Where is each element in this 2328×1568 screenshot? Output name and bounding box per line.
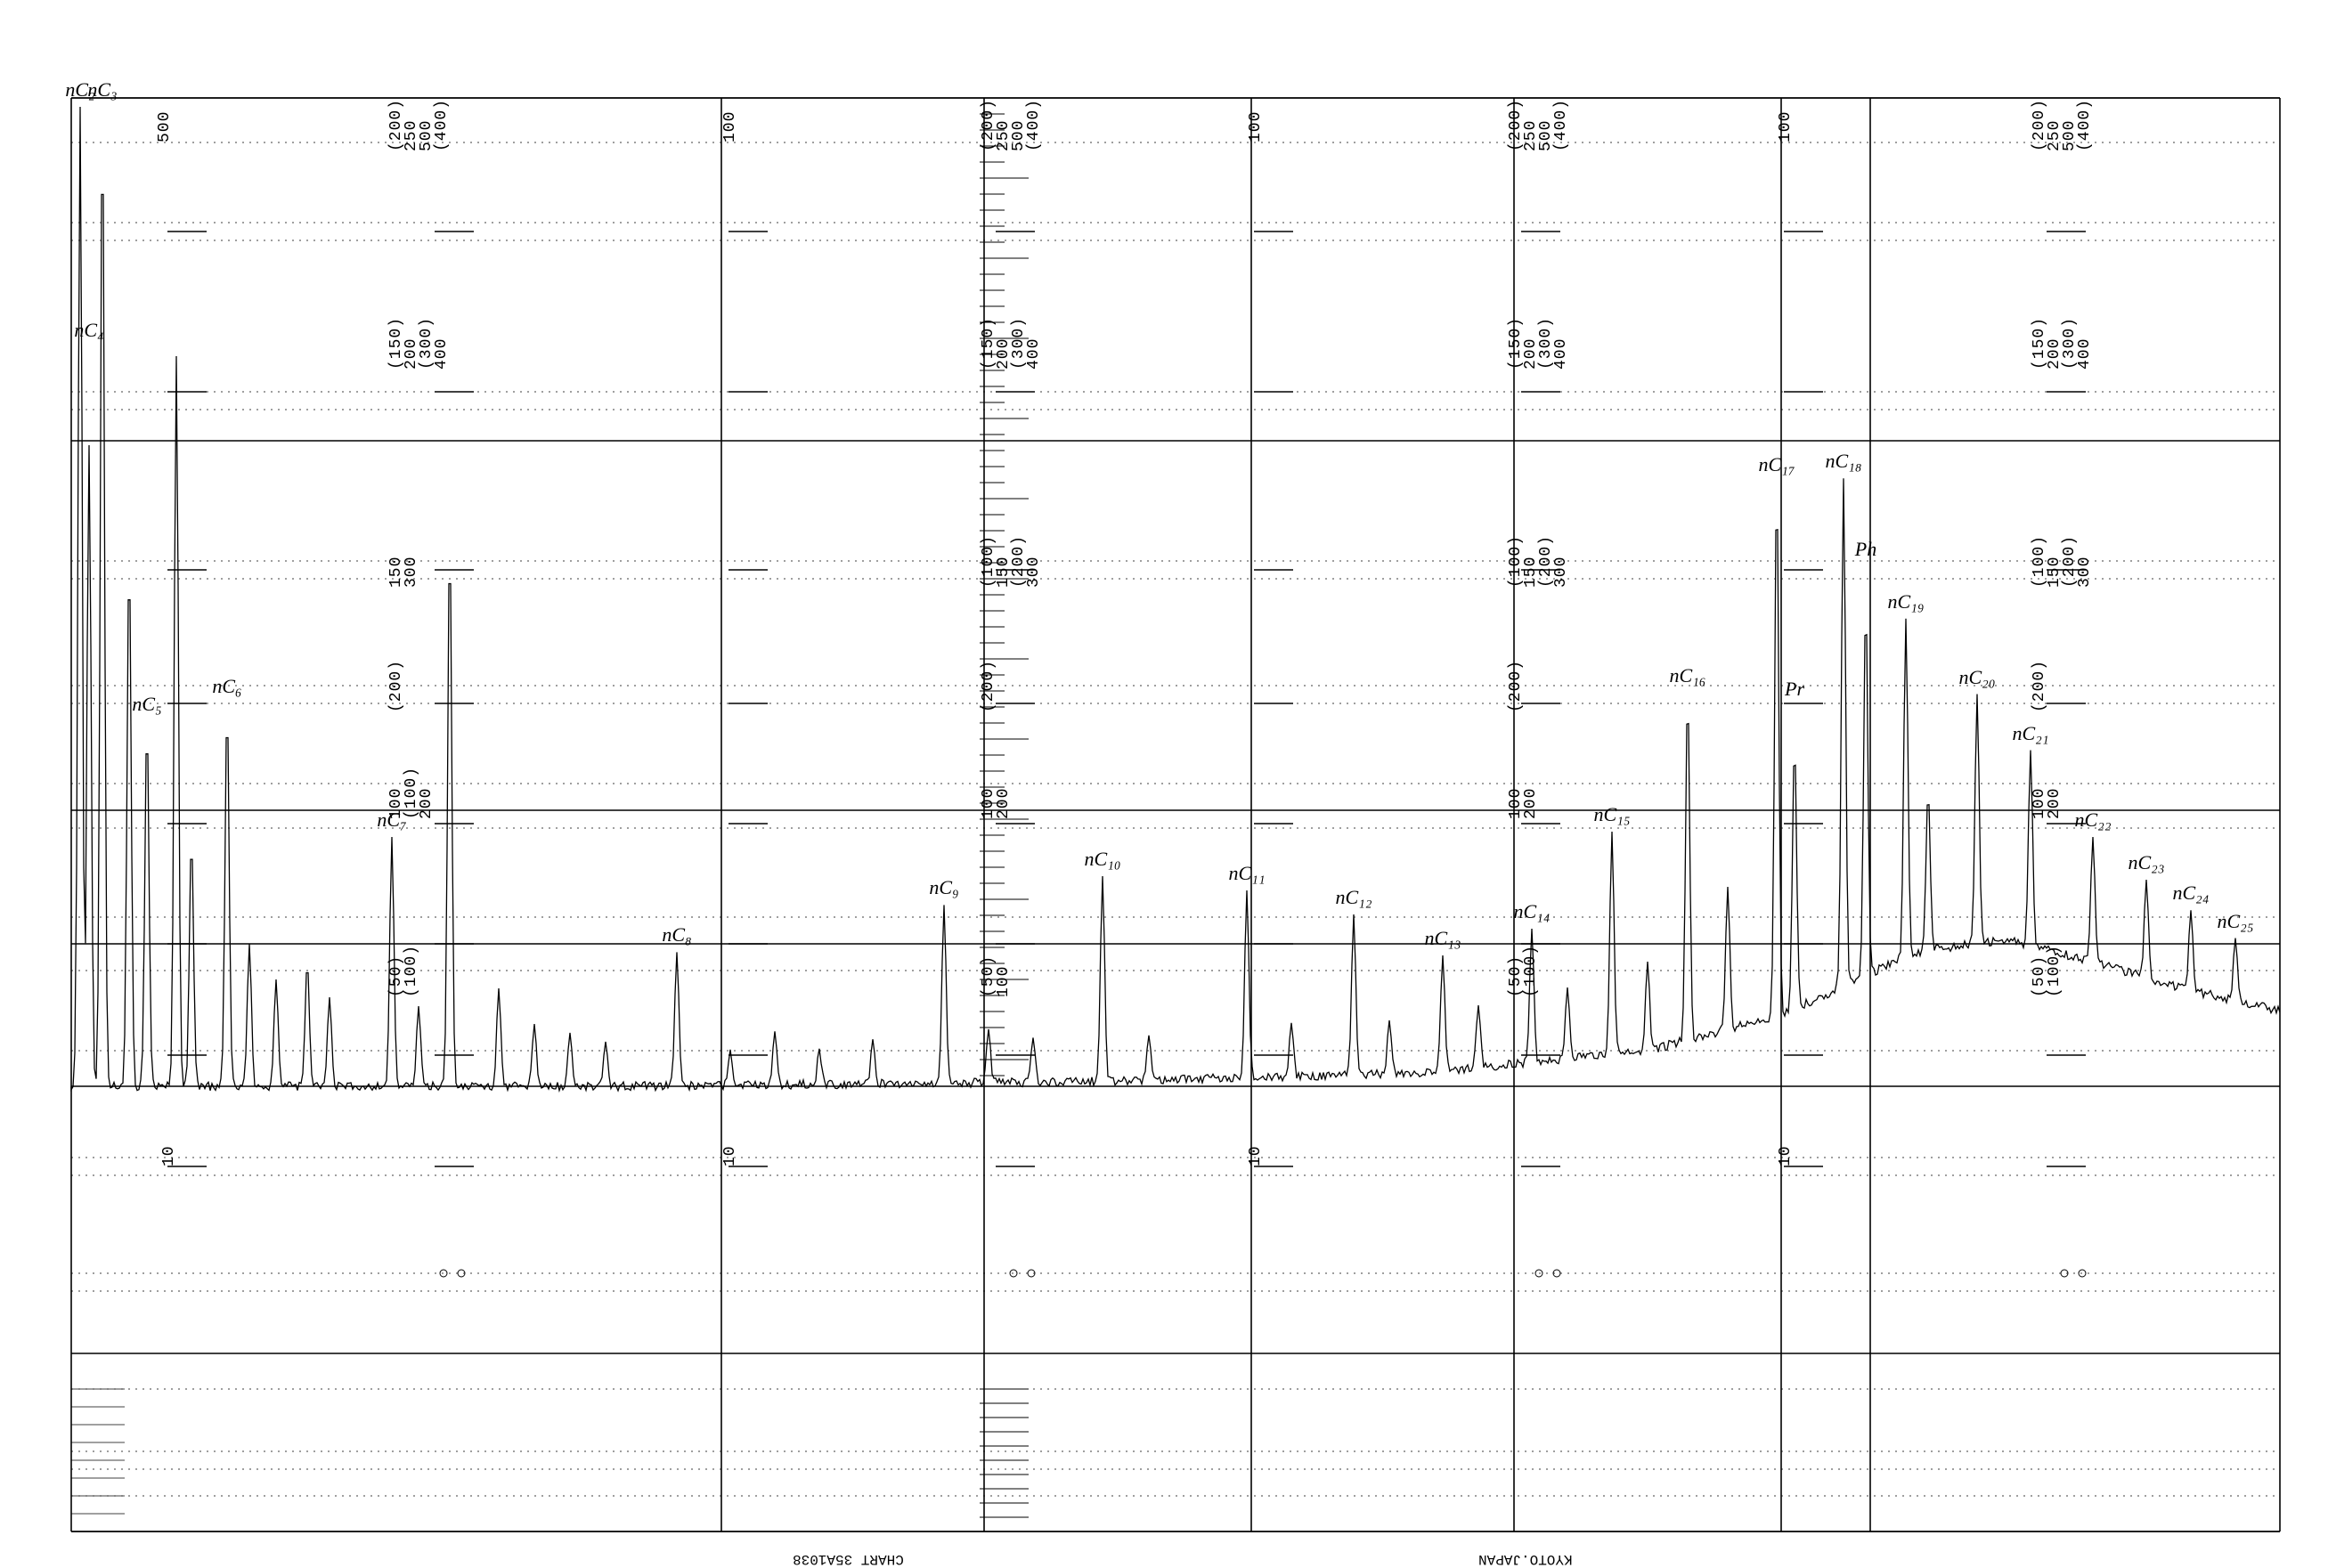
peak-label: nC₁₂: [1336, 886, 1372, 909]
axis-scale-value: 100: [995, 966, 1013, 997]
peak-label: Pr: [1785, 678, 1804, 701]
peak-label: nC₁₁: [1229, 862, 1266, 885]
axis-scale-value: 300: [1025, 557, 1043, 588]
peak-label: nC₁₆: [1670, 664, 1706, 687]
axis-scale-value: 400: [433, 338, 451, 370]
axis-scale-value: 200: [995, 788, 1013, 819]
axis-scale-value: 200: [1522, 788, 1540, 819]
peak-label: Ph: [1855, 538, 1876, 561]
chart-svg: [0, 0, 2328, 1562]
peak-label: nC₄: [74, 319, 103, 342]
peak-label: nC₂₃: [2129, 851, 2165, 874]
axis-scale-value: (400): [1025, 99, 1043, 151]
axis-scale-value: 10: [721, 1145, 739, 1166]
peak-label: nC₁₃: [1425, 927, 1461, 950]
axis-scale-value: 400: [2076, 338, 2094, 370]
axis-scale-value: 300: [403, 557, 420, 588]
axis-scale-value: (200): [1507, 660, 1525, 712]
peak-label: nC₈: [662, 923, 691, 946]
axis-scale-value: 300: [2076, 557, 2094, 588]
peak-label: nC₁₇: [1759, 453, 1795, 476]
peak-label: nC₉: [929, 876, 958, 899]
axis-scale-value: 10: [1777, 1145, 1795, 1166]
peak-label: nC₂₄: [2173, 881, 2210, 905]
axis-scale-value: (200): [980, 660, 997, 712]
axis-scale-value: (400): [1552, 99, 1570, 151]
axis-scale-value: 100: [1247, 111, 1265, 142]
axis-scale-value: 400: [1025, 338, 1043, 370]
axis-scale-value: 500: [156, 111, 174, 142]
peak-label: nC₂₁: [2013, 722, 2049, 745]
axis-scale-value: 100: [1777, 111, 1795, 142]
axis-scale-value: 200: [2046, 788, 2063, 819]
chart-paper-footer: CHART 35A1038: [793, 1551, 904, 1567]
chromatogram-chart: nC₂nC₃nC₄nC₅nC₆nC₇nC₈nC₉nC₁₀nC₁₁nC₁₂nC₁₃…: [0, 0, 2328, 1562]
peak-label: nC₆: [212, 675, 241, 698]
peak-label: nC₁₀: [1085, 848, 1121, 871]
axis-scale-value: (100): [1522, 945, 1540, 997]
axis-scale-value: 10: [1247, 1145, 1265, 1166]
axis-scale-value: (100): [403, 945, 420, 997]
peak-label: nC₂₅: [2218, 910, 2254, 933]
axis-scale-value: (400): [2076, 99, 2094, 151]
peak-label: nC₅: [132, 693, 161, 716]
peak-label: nC₁₅: [1594, 803, 1631, 826]
axis-scale-value: (200): [2031, 660, 2048, 712]
axis-scale-value: 400: [1552, 338, 1570, 370]
peak-label: nC₁₄: [1514, 900, 1551, 923]
peak-label: nC₂₀: [1959, 666, 1996, 689]
peak-label: nC₁₉: [1888, 590, 1925, 613]
peak-label: nC₁₈: [1826, 450, 1862, 473]
axis-scale-value: (100): [2046, 945, 2063, 997]
axis-scale-value: 200: [418, 788, 435, 819]
axis-scale-value: 10: [160, 1145, 178, 1166]
axis-scale-value: 300: [1552, 557, 1570, 588]
peak-label: nC₂₂: [2075, 808, 2112, 832]
chart-paper-footer: KYOTO.JAPAN: [1478, 1551, 1573, 1567]
axis-scale-value: (400): [433, 99, 451, 151]
axis-scale-value: (200): [387, 660, 405, 712]
axis-scale-value: 100: [721, 111, 739, 142]
peak-label: nC₃: [87, 78, 117, 102]
